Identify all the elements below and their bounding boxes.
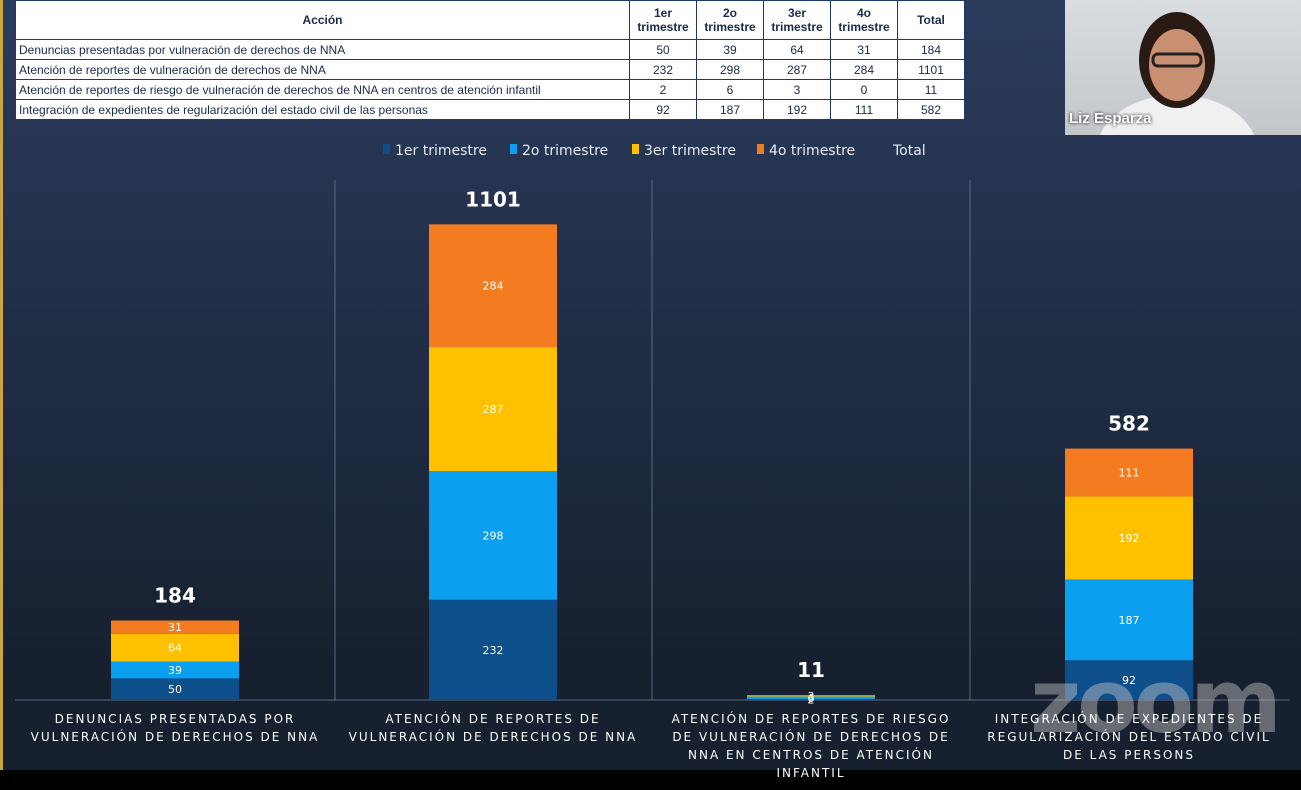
table-cell-number: 192	[763, 99, 831, 120]
data-label: 64	[168, 642, 182, 655]
bar-segment	[429, 347, 557, 472]
participant-image	[1100, 12, 1254, 135]
bar-segment	[1065, 579, 1193, 661]
legend-marker	[757, 144, 764, 154]
table-row: Integración de expedientes de regulariza…	[15, 99, 965, 120]
table-cell-number: 582	[897, 99, 965, 120]
data-label: 50	[168, 683, 182, 696]
table-row: Atención de reportes de vulneración de d…	[15, 59, 965, 80]
legend-marker	[383, 144, 390, 154]
data-label: 2	[808, 694, 815, 707]
bar-segment	[429, 224, 557, 348]
bar-segment	[111, 633, 239, 662]
bottom-bar	[0, 770, 1301, 790]
column-header: 4o trimestre	[830, 0, 898, 40]
total-label: 184	[154, 584, 196, 608]
bar-segment	[111, 661, 239, 679]
category-label: ATENCIÓN DE REPORTES DE RIESGO DE VULNER…	[671, 712, 951, 780]
total-label: 582	[1108, 412, 1150, 436]
table-cell-number: 111	[830, 99, 898, 120]
data-label: 298	[483, 529, 504, 542]
chart: 1er trimestre 2o trimestre 3er trimestre 4o…	[15, 143, 1290, 707]
bar-segment	[747, 699, 875, 700]
data-label: 111	[1119, 467, 1140, 480]
legend-label: 4o trimestre	[769, 143, 855, 159]
data-table: Acción 1er trimestre 2o trimestre 3er trime…	[15, 0, 965, 120]
total-label: 11	[797, 658, 825, 682]
bar-segment	[429, 471, 557, 600]
column-header: 3er trimestre	[763, 0, 831, 40]
legend-label: 2o trimestre	[522, 143, 608, 159]
category-label: DENUNCIAS PRESENTADAS POR VULNERACIÓN DE…	[30, 712, 320, 744]
category-label: ATENCIÓN DE REPORTES DE VULNERACIÓN DE D…	[348, 712, 638, 744]
legend-marker	[632, 144, 639, 154]
bar-segment	[747, 695, 875, 697]
table-cell-number: 64	[763, 39, 831, 60]
table-cell-action: Integración de expedientes de regulariza…	[15, 99, 630, 120]
legend-marker	[510, 144, 517, 154]
slide-edge	[0, 0, 3, 770]
table-cell-number: 92	[629, 99, 697, 120]
data-label: 92	[1122, 674, 1136, 687]
bar-segment	[1065, 660, 1193, 700]
video-tile: Liz Esparza	[1065, 0, 1301, 135]
data-label: 287	[483, 403, 504, 416]
table-cell-number: 187	[696, 99, 764, 120]
bar-segment	[747, 696, 875, 700]
category-label: INTEGRACIÓN DE EXPEDIENTES DE REGULARIZA…	[987, 712, 1271, 762]
participant-name: Liz Esparza	[1069, 110, 1152, 127]
bar-segment	[111, 620, 239, 634]
legend-label: Total	[892, 143, 926, 159]
table-cell-number: 232	[629, 59, 697, 80]
data-label: 39	[168, 664, 182, 677]
data-label: 31	[168, 621, 182, 634]
data-label: 192	[1119, 532, 1140, 545]
data-label: 3	[808, 690, 815, 703]
zoom-watermark: zoom	[1030, 650, 1282, 753]
data-label: 6	[808, 692, 815, 705]
data-label: 187	[1119, 614, 1140, 627]
legend-label: 1er trimestre	[395, 143, 487, 159]
table-header: Acción 1er trimestre 2o trimestre 3er trime…	[15, 0, 965, 40]
table-cell-number: 11	[897, 79, 965, 100]
bar-segment	[1065, 496, 1193, 580]
total-label: 1101	[465, 187, 521, 211]
data-label: 232	[483, 644, 504, 657]
bar-segment	[429, 599, 557, 700]
table-body: Denuncias presentadas por vulneración de…	[15, 39, 965, 120]
bar-segment	[1065, 448, 1193, 497]
bar-segment	[111, 678, 239, 700]
data-label: 284	[483, 280, 504, 293]
legend-label: 3er trimestre	[644, 143, 736, 159]
